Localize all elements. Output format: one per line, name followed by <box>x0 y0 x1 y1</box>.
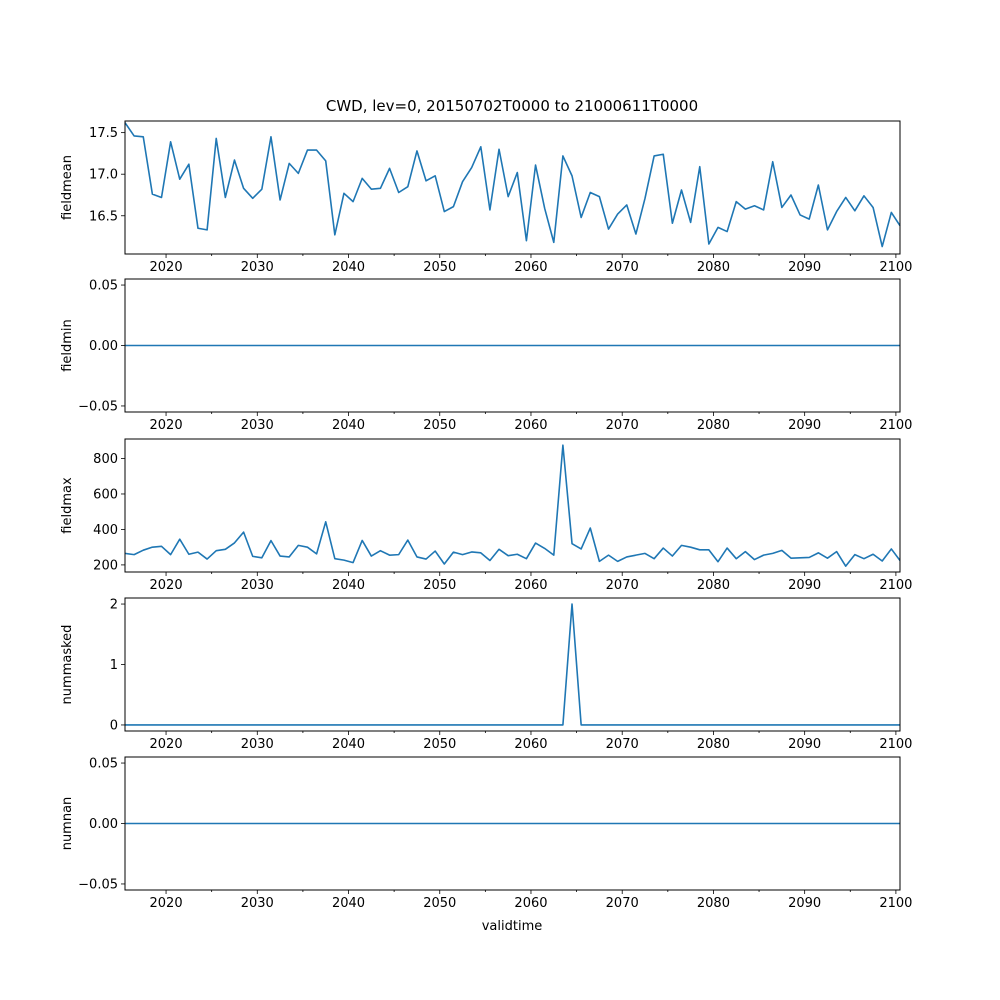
nummasked-x-tick-label: 2070 <box>606 737 639 752</box>
numnan-y-axis-label: numnan <box>60 797 75 851</box>
fieldmean-axes-frame <box>124 120 901 255</box>
numnan-x-tick-label: 2090 <box>788 896 821 911</box>
fieldmin-x-tick-label: 2100 <box>879 418 912 433</box>
numnan-y-tick-label: 0.05 <box>89 757 118 772</box>
fieldmean-x-tick-label: 2080 <box>697 260 730 275</box>
numnan-y-tick-label: 0.00 <box>89 817 118 832</box>
fieldmin-x-tick-label: 2050 <box>423 418 456 433</box>
subplot-fieldmin: −0.05 0.00 0.05 2020 2030 2040 2050 2060 2070 208… <box>60 278 912 433</box>
subplot-fieldmean: 16.5 17.0 17.5 2020 2030 2040 2050 2060 2070 2080… <box>60 120 912 275</box>
fieldmax-y-tick-label: 400 <box>93 523 118 538</box>
nummasked-series-line <box>125 603 900 726</box>
nummasked-y-tick-label: 0 <box>110 718 118 733</box>
numnan-x-tick-label: 2030 <box>241 896 274 911</box>
fieldmean-y-axis-label: fieldmean <box>60 155 75 220</box>
numnan-x-tick-label: 2040 <box>332 896 365 911</box>
fieldmean-x-tick-label: 2040 <box>332 260 365 275</box>
subplot-nummasked: 0 1 2 2020 2030 2040 2050 2060 2070 2080 2090 2100 n… <box>60 597 912 752</box>
fieldmean-x-tick-label: 2030 <box>241 260 274 275</box>
fieldmean-y-tick-label: 17.5 <box>89 126 118 141</box>
fieldmax-x-tick-label: 2070 <box>606 578 639 593</box>
fieldmin-x-tick-label: 2020 <box>150 418 183 433</box>
x-axis-label: validtime <box>482 919 543 934</box>
fieldmin-x-tick-label: 2070 <box>606 418 639 433</box>
fieldmin-y-tick-label: 0.05 <box>89 279 118 294</box>
numnan-y-tick-label: −0.05 <box>78 877 118 892</box>
fieldmin-y-tick-label: −0.05 <box>78 399 118 414</box>
fieldmax-series-line <box>124 444 901 567</box>
fieldmax-x-tick-label: 2080 <box>697 578 730 593</box>
fieldmean-x-tick-label: 2070 <box>606 260 639 275</box>
numnan-x-tick-label: 2020 <box>150 896 183 911</box>
fieldmean-x-tick-label: 2090 <box>788 260 821 275</box>
numnan-x-tick-label: 2070 <box>606 896 639 911</box>
numnan-x-tick-label: 2060 <box>514 896 547 911</box>
fieldmin-x-tick-label: 2030 <box>241 418 274 433</box>
fieldmax-x-tick-label: 2100 <box>879 578 912 593</box>
nummasked-x-tick-label: 2060 <box>514 737 547 752</box>
nummasked-y-tick-label: 2 <box>110 598 118 613</box>
nummasked-y-tick-label: 1 <box>110 658 118 673</box>
nummasked-x-tick-label: 2040 <box>332 737 365 752</box>
fieldmin-x-tick-label: 2090 <box>788 418 821 433</box>
numnan-x-tick-label: 2100 <box>879 896 912 911</box>
fieldmax-x-tick-label: 2050 <box>423 578 456 593</box>
nummasked-x-tick-label: 2050 <box>423 737 456 752</box>
fieldmax-axes-frame <box>124 438 901 573</box>
fieldmean-y-tick-label: 16.5 <box>89 209 118 224</box>
fieldmax-y-tick-label: 200 <box>93 558 118 573</box>
nummasked-y-axis-label: nummasked <box>60 625 75 705</box>
fieldmean-x-tick-label: 2020 <box>150 260 183 275</box>
fieldmax-x-tick-label: 2030 <box>241 578 274 593</box>
fieldmean-x-tick-label: 2100 <box>879 260 912 275</box>
fieldmean-y-tick-label: 17.0 <box>89 168 118 183</box>
fieldmean-x-tick-label: 2060 <box>514 260 547 275</box>
fieldmin-x-tick-label: 2040 <box>332 418 365 433</box>
subplot-fieldmax: 200 400 600 800 2020 2030 2040 2050 2060 2070 2080… <box>60 438 912 593</box>
fieldmax-x-tick-label: 2020 <box>150 578 183 593</box>
nummasked-x-tick-label: 2030 <box>241 737 274 752</box>
fieldmean-series-line <box>124 122 901 248</box>
fieldmin-x-tick-label: 2060 <box>514 418 547 433</box>
fieldmax-x-tick-label: 2090 <box>788 578 821 593</box>
fieldmin-x-tick-label: 2080 <box>697 418 730 433</box>
fieldmax-x-tick-label: 2060 <box>514 578 547 593</box>
nummasked-x-tick-label: 2020 <box>150 737 183 752</box>
fieldmax-y-axis-label: fieldmax <box>60 477 75 534</box>
fieldmin-y-axis-label: fieldmin <box>60 319 75 372</box>
fieldmax-x-tick-label: 2040 <box>332 578 365 593</box>
fieldmax-y-tick-label: 600 <box>93 487 118 502</box>
numnan-x-tick-label: 2080 <box>697 896 730 911</box>
chart-title: CWD, lev=0, 20150702T0000 to 21000611T00… <box>326 97 698 115</box>
subplot-numnan: −0.05 0.00 0.05 2020 2030 2040 2050 2060 2070 208… <box>60 756 912 911</box>
fieldmin-y-tick-label: 0.00 <box>89 339 118 354</box>
numnan-x-tick-label: 2050 <box>423 896 456 911</box>
fieldmax-y-tick-label: 800 <box>93 452 118 467</box>
nummasked-x-tick-label: 2100 <box>879 737 912 752</box>
fieldmean-x-tick-label: 2050 <box>423 260 456 275</box>
nummasked-x-tick-label: 2090 <box>788 737 821 752</box>
nummasked-x-tick-label: 2080 <box>697 737 730 752</box>
